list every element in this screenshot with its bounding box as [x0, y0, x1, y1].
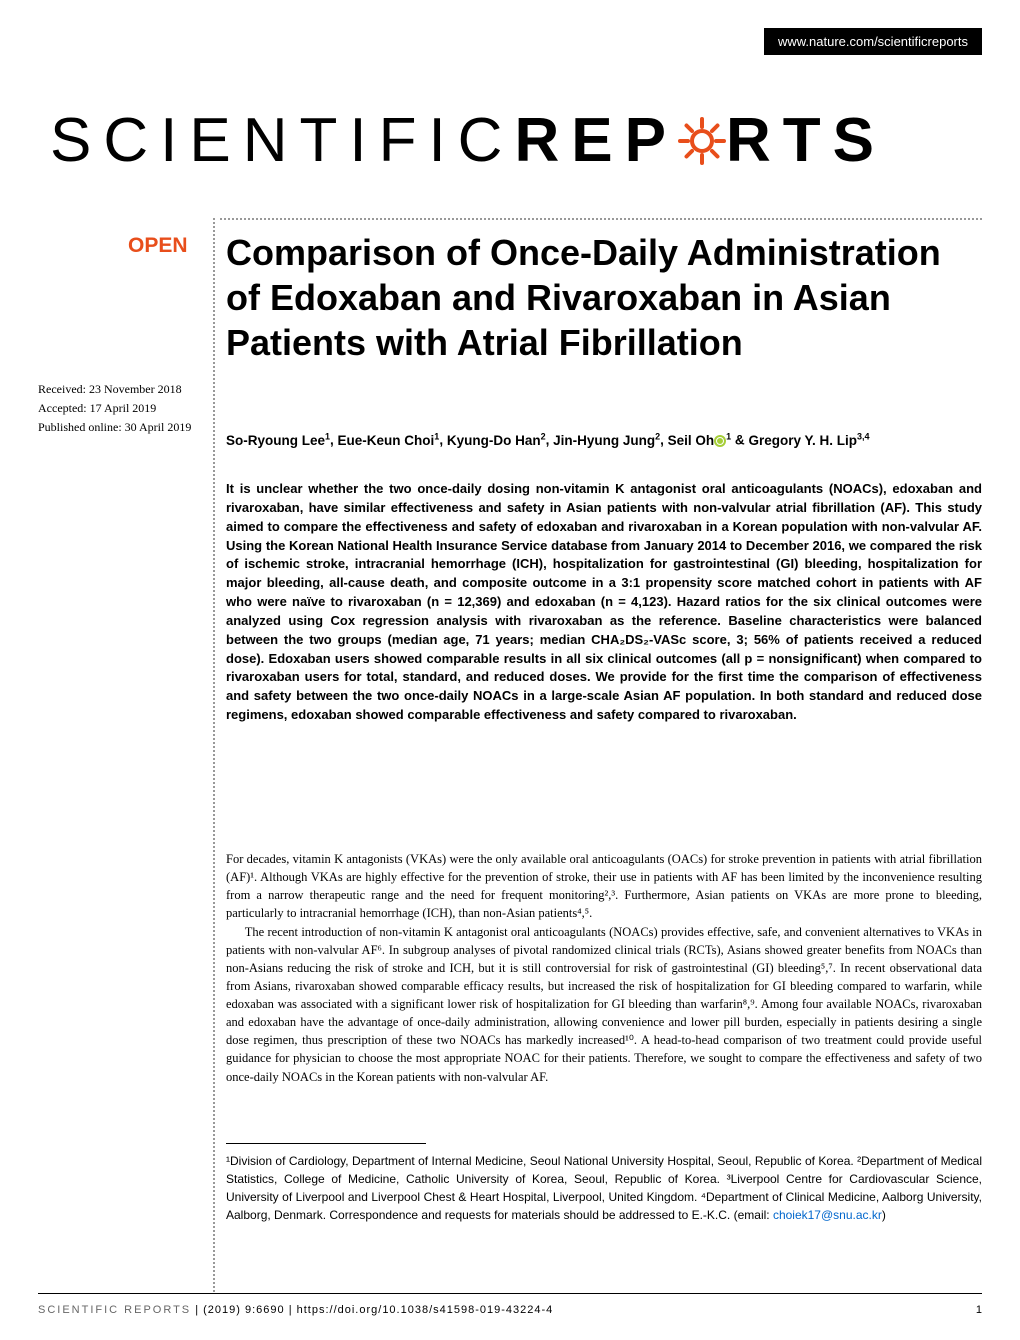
- page-number: 1: [976, 1304, 982, 1316]
- published-date: Published online: 30 April 2019: [38, 418, 208, 437]
- received-date: Received: 23 November 2018: [38, 380, 208, 399]
- author: Kyung-Do Han2: [447, 433, 546, 448]
- footer-journal-name: SCIENTIFIC REPORTS: [38, 1304, 191, 1316]
- body-paragraph: The recent introduction of non-vitamin K…: [226, 923, 982, 1086]
- logo-word-scientific: SCIENTIFIC: [50, 105, 514, 176]
- abstract: It is unclear whether the two once-daily…: [226, 480, 982, 725]
- affil-tail: ): [882, 1208, 886, 1222]
- authors-list: So-Ryoung Lee1, Eue-Keun Choi1, Kyung-Do…: [226, 430, 982, 451]
- affiliations: ¹Division of Cardiology, Department of I…: [226, 1152, 982, 1224]
- orcid-icon[interactable]: [714, 435, 726, 447]
- body-text: For decades, vitamin K antagonists (VKAs…: [226, 850, 982, 1086]
- footer-rule: [38, 1293, 982, 1294]
- journal-url-banner[interactable]: www.nature.com/scientificreports: [764, 28, 982, 55]
- author: Seil Oh1: [668, 433, 732, 448]
- page-footer: SCIENTIFIC REPORTS | (2019) 9:6690 | htt…: [38, 1304, 982, 1316]
- publication-dates: Received: 23 November 2018 Accepted: 17 …: [38, 380, 208, 438]
- author: Jin-Hyung Jung2: [553, 433, 660, 448]
- gear-icon: [674, 113, 730, 169]
- author: Gregory Y. H. Lip3,4: [748, 433, 869, 448]
- vertical-dotted-rule: [213, 218, 215, 1292]
- logo-word-rts: RTS: [726, 105, 886, 176]
- author: So-Ryoung Lee1: [226, 433, 330, 448]
- article-title: Comparison of Once-Daily Administration …: [226, 230, 982, 365]
- accepted-date: Accepted: 17 April 2019: [38, 399, 208, 418]
- author: Eue-Keun Choi1: [338, 433, 440, 448]
- footer-doi: (2019) 9:6690 | https://doi.org/10.1038/…: [203, 1304, 553, 1316]
- footer-citation: SCIENTIFIC REPORTS | (2019) 9:6690 | htt…: [38, 1304, 553, 1316]
- horizontal-dotted-rule: [220, 218, 982, 220]
- correspondence-email[interactable]: choiek17@snu.ac.kr: [773, 1208, 882, 1222]
- logo-word-rep: REP: [514, 105, 677, 176]
- open-access-badge: OPEN: [128, 234, 188, 258]
- affiliation-rule: [226, 1143, 426, 1144]
- body-paragraph: For decades, vitamin K antagonists (VKAs…: [226, 850, 982, 923]
- article-title-block: Comparison of Once-Daily Administration …: [226, 230, 982, 365]
- journal-logo: SCIENTIFIC REP RTS: [50, 105, 982, 176]
